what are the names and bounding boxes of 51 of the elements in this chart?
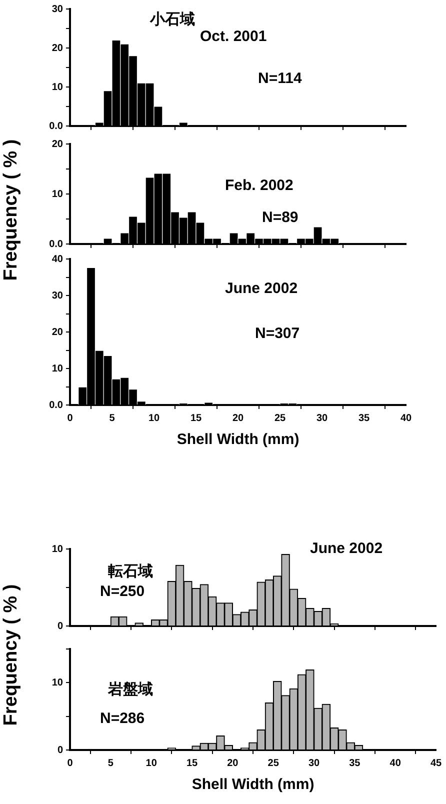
annotation: 小石域 xyxy=(150,10,195,29)
x-tick-label: 5 xyxy=(109,412,116,424)
y-axis-title: Frequency ( % ) xyxy=(1,584,23,726)
x-tick-label: 35 xyxy=(358,412,370,424)
y-tick-label: 20 xyxy=(52,326,64,338)
y-tick-label: 0 xyxy=(57,620,64,632)
x-tick-label: 20 xyxy=(232,412,244,424)
x-tick-label: 40 xyxy=(390,758,402,769)
annotation: N=307 xyxy=(255,325,300,342)
annotation: Feb. 2002 xyxy=(225,177,294,194)
x-tick-label: 30 xyxy=(308,758,320,769)
y-tick-label: 10 xyxy=(52,82,64,93)
x-tick-label: 30 xyxy=(316,412,328,424)
y-tick-label: 0 xyxy=(57,744,64,756)
annotation: 転石域 xyxy=(108,562,153,581)
y-tick-label: 0.0 xyxy=(49,238,64,250)
x-tick-label: 0 xyxy=(67,412,74,424)
x-axis-title: Shell Width (mm) xyxy=(192,776,314,794)
x-tick-label: 40 xyxy=(400,412,412,424)
annotation: N=89 xyxy=(262,209,298,226)
annotation: 岩盤域 xyxy=(108,680,153,699)
x-tick-label: 15 xyxy=(190,412,202,424)
x-tick-label: 20 xyxy=(227,758,239,769)
y-tick-label: 20 xyxy=(52,42,64,54)
y-tick-label: 20 xyxy=(52,138,64,150)
x-tick-label: 15 xyxy=(186,758,198,769)
y-tick-label: 30 xyxy=(52,290,64,302)
annotation: June 2002 xyxy=(310,540,383,557)
x-tick-label: 5 xyxy=(108,758,114,769)
x-tick-label: 25 xyxy=(268,758,280,769)
y-tick-label: 10 xyxy=(52,677,64,688)
x-tick-label: 10 xyxy=(146,758,158,769)
annotation: N=286 xyxy=(100,710,145,727)
y-tick-label: 40 xyxy=(52,254,64,265)
x-tick-label: 10 xyxy=(148,412,160,424)
y-tick-label: 10 xyxy=(52,188,64,200)
annotation: N=250 xyxy=(100,583,145,600)
annotation: June 2002 xyxy=(225,280,298,297)
y-tick-label: 0.0 xyxy=(49,400,64,411)
x-tick-label: 45 xyxy=(430,758,442,769)
x-tick-label: 35 xyxy=(349,758,361,769)
annotation: N=114 xyxy=(258,70,302,87)
y-tick-label: 30 xyxy=(52,4,64,15)
x-axis-title: Shell Width (mm) xyxy=(176,431,300,448)
y-tick-label: 0.0 xyxy=(49,120,64,132)
y-tick-label: 10 xyxy=(52,363,64,374)
x-tick-label: 25 xyxy=(274,412,286,424)
x-tick-label: 0 xyxy=(67,758,74,769)
y-tick-label: 10 xyxy=(52,544,64,555)
y-axis-title: Frequency ( % ) xyxy=(1,139,23,281)
annotation: Oct. 2001 xyxy=(200,28,267,45)
